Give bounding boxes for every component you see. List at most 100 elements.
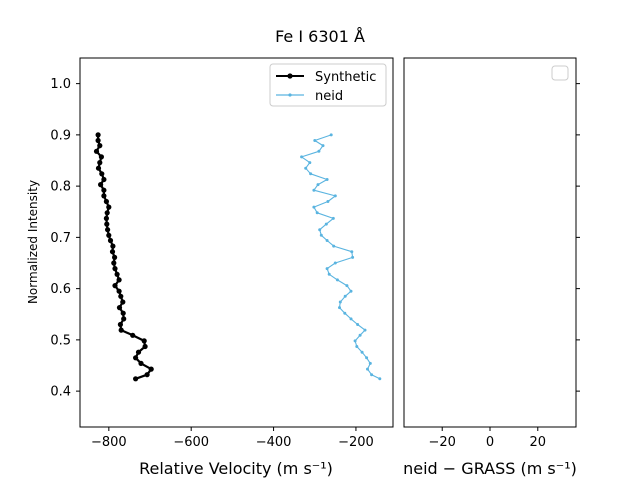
data-point-synthetic bbox=[111, 260, 117, 266]
y-tick-label: 0.5 bbox=[50, 333, 71, 348]
y-tick-label: 0.6 bbox=[50, 282, 71, 297]
data-point-synthetic bbox=[133, 355, 139, 361]
x-tick-label: −600 bbox=[173, 435, 209, 450]
data-point-neid bbox=[349, 317, 353, 321]
x-tick-label: −200 bbox=[338, 435, 374, 450]
left-series-group bbox=[93, 132, 382, 382]
data-point-synthetic bbox=[112, 283, 118, 289]
data-point-neid bbox=[324, 222, 328, 226]
data-point-neid bbox=[333, 261, 337, 265]
data-point-synthetic bbox=[98, 182, 104, 188]
data-point-synthetic bbox=[130, 332, 136, 338]
x-tick-label: −800 bbox=[91, 435, 127, 450]
data-point-synthetic bbox=[98, 154, 104, 160]
data-point-neid bbox=[325, 267, 329, 271]
data-point-neid bbox=[304, 166, 308, 170]
data-point-neid bbox=[365, 356, 369, 360]
data-point-neid bbox=[327, 272, 331, 276]
data-point-neid bbox=[343, 311, 347, 315]
data-point-neid bbox=[338, 306, 341, 310]
y-tick-label: 0.4 bbox=[50, 385, 71, 400]
data-point-synthetic bbox=[144, 372, 150, 378]
data-point-neid bbox=[308, 161, 312, 165]
data-point-synthetic bbox=[148, 366, 154, 372]
data-point-synthetic bbox=[99, 171, 105, 177]
legend-box-empty bbox=[551, 65, 569, 81]
data-point-neid bbox=[350, 250, 354, 254]
left-plot-frame bbox=[79, 57, 394, 428]
data-point-synthetic bbox=[117, 321, 123, 328]
series-line-neid bbox=[301, 134, 381, 380]
data-point-synthetic bbox=[104, 221, 110, 227]
data-point-synthetic bbox=[110, 243, 116, 249]
x-tick-label: −400 bbox=[256, 435, 292, 450]
legend-left: Synthetic neid bbox=[269, 63, 387, 107]
data-point-neid bbox=[360, 350, 364, 354]
data-point-neid bbox=[313, 139, 317, 142]
data-point-synthetic bbox=[118, 293, 124, 299]
data-point-synthetic bbox=[93, 148, 100, 154]
data-point-synthetic bbox=[135, 349, 142, 355]
data-point-neid bbox=[317, 149, 321, 153]
data-point-synthetic bbox=[106, 232, 112, 238]
data-point-neid bbox=[325, 239, 329, 242]
data-point-neid bbox=[329, 133, 333, 137]
data-point-neid bbox=[363, 328, 367, 332]
y-tick-label: 0.9 bbox=[50, 128, 71, 143]
data-point-synthetic bbox=[118, 327, 124, 333]
data-point-synthetic bbox=[121, 316, 127, 322]
data-point-neid bbox=[316, 183, 320, 187]
data-point-synthetic bbox=[116, 305, 123, 311]
data-point-synthetic bbox=[97, 160, 103, 166]
data-point-synthetic bbox=[142, 343, 148, 350]
left-x-ticks: −800 −600 −400 −200 bbox=[91, 427, 374, 450]
data-point-neid bbox=[353, 339, 357, 343]
data-point-synthetic bbox=[133, 376, 139, 382]
data-point-neid bbox=[358, 333, 362, 337]
data-point-neid bbox=[366, 367, 369, 371]
data-point-synthetic bbox=[120, 310, 126, 316]
data-point-neid bbox=[356, 323, 360, 326]
data-point-synthetic bbox=[104, 210, 110, 216]
data-point-neid bbox=[335, 278, 339, 282]
data-point-neid bbox=[312, 188, 316, 192]
data-point-synthetic bbox=[141, 338, 147, 344]
data-point-neid bbox=[326, 200, 330, 203]
data-point-synthetic bbox=[95, 137, 101, 144]
data-point-neid bbox=[378, 377, 382, 381]
data-point-synthetic bbox=[103, 198, 109, 205]
legend-marker-neid bbox=[288, 93, 292, 97]
data-point-neid bbox=[345, 284, 349, 288]
data-point-synthetic bbox=[97, 143, 103, 149]
chart-title: Fe I 6301 Å bbox=[275, 27, 365, 46]
data-point-synthetic bbox=[120, 299, 126, 305]
data-point-synthetic bbox=[95, 165, 102, 171]
data-point-neid bbox=[325, 178, 329, 181]
y-tick-label: 0.7 bbox=[50, 231, 71, 246]
right-x-tick-label: 0 bbox=[486, 435, 494, 450]
legend-label-synthetic: Synthetic bbox=[315, 70, 376, 85]
legend-marker-synthetic bbox=[287, 73, 293, 79]
data-point-synthetic bbox=[112, 266, 118, 272]
y-tick-label: 1.0 bbox=[50, 77, 71, 92]
data-point-synthetic bbox=[138, 360, 144, 366]
data-point-synthetic bbox=[116, 288, 122, 294]
right-y-ticks bbox=[576, 83, 580, 392]
data-point-synthetic bbox=[109, 249, 116, 255]
data-point-neid bbox=[368, 361, 372, 365]
data-point-neid bbox=[331, 216, 335, 220]
data-point-neid bbox=[300, 155, 304, 159]
data-point-neid bbox=[321, 144, 325, 148]
data-point-neid bbox=[318, 228, 322, 232]
data-point-synthetic bbox=[116, 277, 122, 283]
data-point-synthetic bbox=[112, 254, 118, 260]
data-point-synthetic bbox=[105, 227, 111, 233]
x-axis-label-left: Relative Velocity (m s⁻¹) bbox=[139, 459, 333, 478]
legend-label-neid: neid bbox=[315, 89, 343, 104]
left-panel: 0.4 0.5 0.6 0.7 0.8 0.9 1.0 −800 −600 −400 −200 N… bbox=[26, 57, 394, 478]
right-x-ticks: −20 0 20 bbox=[429, 427, 546, 450]
data-point-neid bbox=[355, 345, 359, 348]
data-point-neid bbox=[370, 373, 374, 377]
right-x-tick-label: −20 bbox=[429, 435, 456, 450]
